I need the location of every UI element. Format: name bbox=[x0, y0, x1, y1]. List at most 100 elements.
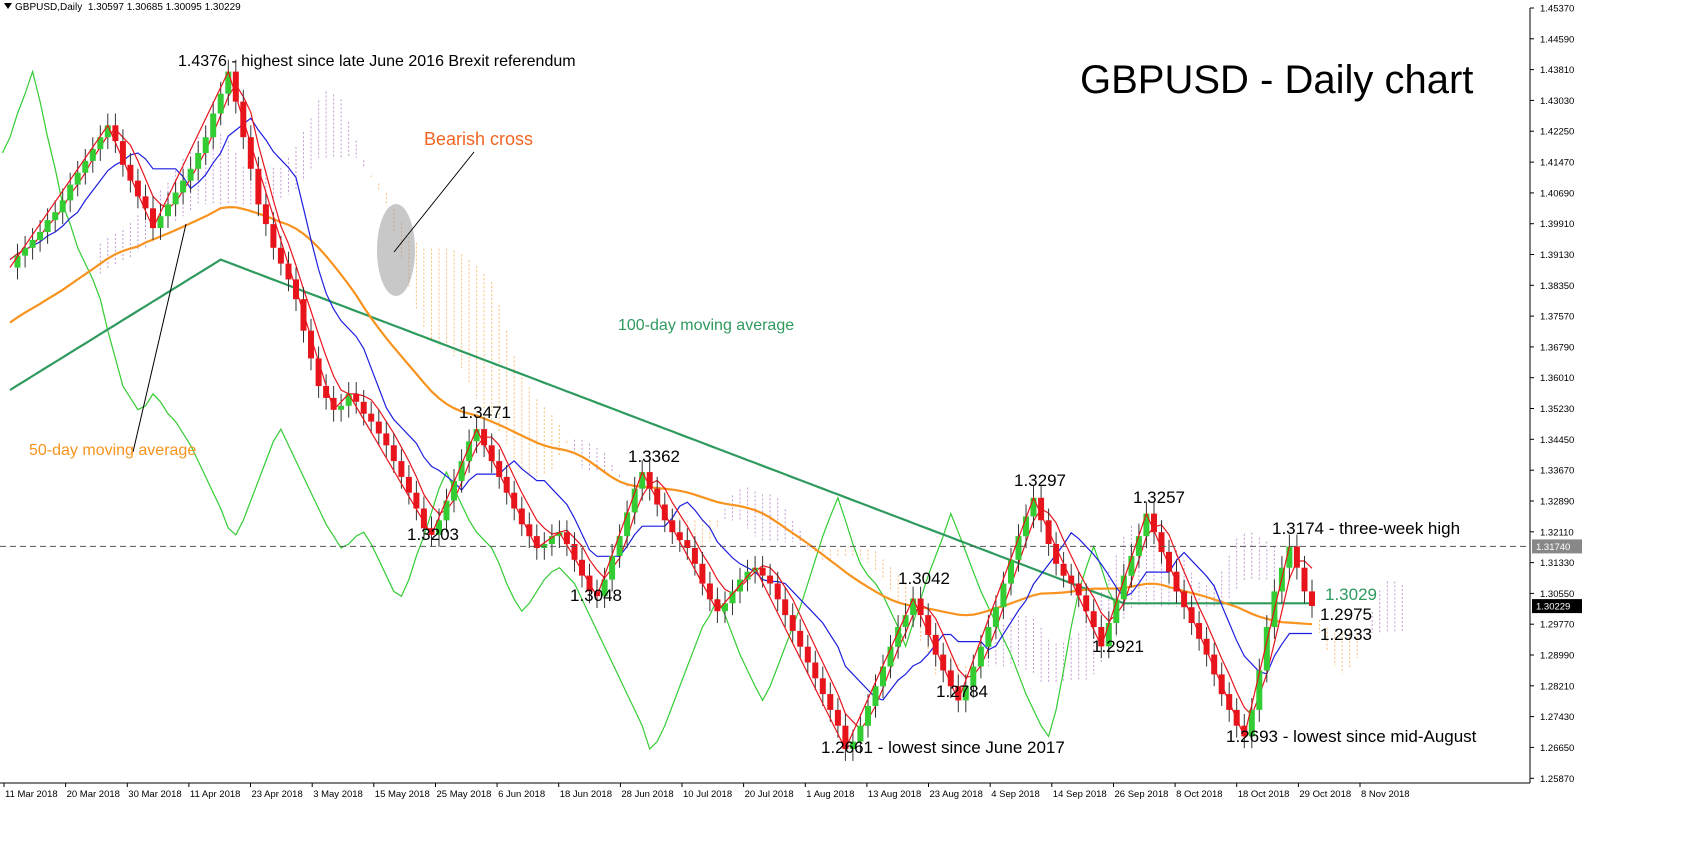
symbol-name: GBPUSD,Daily bbox=[15, 2, 83, 13]
candle-body bbox=[548, 536, 555, 544]
candle-body bbox=[383, 433, 390, 446]
candle-body bbox=[1030, 497, 1037, 517]
annotation-label: 100-day moving average bbox=[618, 317, 794, 334]
candle-body bbox=[82, 160, 89, 173]
candle-body bbox=[917, 598, 924, 616]
x-tick-label: 13 Aug 2018 bbox=[868, 789, 921, 800]
x-tick-label: 8 Oct 2018 bbox=[1176, 789, 1222, 800]
annotation-label: 1.3174 - three-week high bbox=[1272, 519, 1460, 538]
symbol-header: GBPUSD,Daily 1.30597 1.30685 1.30095 1.3… bbox=[4, 2, 241, 13]
candle-body bbox=[1143, 513, 1150, 537]
candle-body bbox=[834, 709, 841, 726]
candle-body bbox=[496, 461, 503, 477]
candle-body bbox=[1098, 627, 1105, 647]
candle-body bbox=[1075, 583, 1082, 596]
candle-body bbox=[1203, 638, 1210, 655]
y-tick-label: 1.28990 bbox=[1540, 651, 1574, 662]
candle-body bbox=[150, 208, 156, 229]
x-tick-label: 14 Sep 2018 bbox=[1053, 789, 1107, 800]
candle-body bbox=[503, 476, 510, 493]
candle-body bbox=[1008, 559, 1014, 584]
candle-body bbox=[119, 141, 126, 165]
candle-body bbox=[571, 544, 578, 560]
candle-body bbox=[932, 634, 939, 655]
candle-body bbox=[1000, 583, 1007, 608]
candle-body bbox=[1151, 513, 1157, 533]
tenkan-sen-line bbox=[9, 83, 1313, 731]
candle-body bbox=[872, 686, 879, 706]
y-tick-label: 1.33670 bbox=[1540, 466, 1574, 477]
y-tick-label: 1.26650 bbox=[1540, 743, 1574, 754]
candle-body bbox=[165, 204, 171, 217]
candle-body bbox=[420, 508, 427, 529]
candle-body bbox=[827, 694, 834, 710]
candle-body bbox=[59, 200, 66, 213]
annotation-label: 1.3203 bbox=[407, 525, 459, 544]
candle-body bbox=[14, 255, 21, 268]
candle-body bbox=[232, 71, 239, 102]
candle-body bbox=[255, 168, 262, 205]
candle-body bbox=[1105, 623, 1112, 647]
candle-body bbox=[857, 725, 864, 742]
y-tick-label: 1.45370 bbox=[1540, 4, 1574, 15]
ma50-line bbox=[9, 205, 1313, 626]
candle-body bbox=[488, 445, 495, 462]
candle-body bbox=[947, 670, 954, 687]
bearish-cross-pointer bbox=[393, 151, 475, 253]
candle-body bbox=[895, 627, 902, 647]
candle-body bbox=[1309, 591, 1315, 606]
candle-body bbox=[616, 536, 623, 556]
ma100-line bbox=[9, 258, 1312, 605]
line-price-tag-box bbox=[1532, 539, 1582, 554]
y-tick-label: 1.29770 bbox=[1540, 620, 1574, 631]
candle-body bbox=[398, 461, 405, 477]
candle-body bbox=[970, 666, 977, 687]
x-tick-label: 18 Jun 2018 bbox=[560, 789, 612, 800]
candle-body bbox=[1293, 546, 1300, 568]
dropdown-triangle-icon bbox=[4, 3, 12, 9]
candle-body bbox=[1090, 611, 1097, 627]
zigzag-line bbox=[9, 69, 1290, 751]
candle-body bbox=[262, 204, 269, 225]
candle-body bbox=[669, 520, 676, 533]
candle-body bbox=[247, 137, 254, 169]
annotation-label: 1.3297 bbox=[1014, 471, 1066, 490]
y-tick-label: 1.35230 bbox=[1540, 404, 1574, 415]
candle-body bbox=[1120, 575, 1127, 600]
candle-body bbox=[940, 654, 947, 671]
candle-body bbox=[172, 192, 179, 205]
candle-body bbox=[44, 220, 51, 232]
candle-body bbox=[195, 153, 202, 169]
candle-body bbox=[451, 480, 457, 501]
candle-body bbox=[323, 386, 330, 398]
candle-body bbox=[985, 627, 992, 647]
annotation-label: 1.2921 bbox=[1092, 637, 1144, 656]
candle-body bbox=[436, 520, 442, 535]
candle-body bbox=[714, 599, 721, 612]
x-tick-label: 18 Oct 2018 bbox=[1238, 789, 1290, 800]
candle-body bbox=[375, 421, 382, 434]
x-tick-label: 15 May 2018 bbox=[375, 789, 430, 800]
annotation-label: 1.3257 bbox=[1133, 488, 1185, 507]
candle-body bbox=[308, 330, 314, 359]
axes: 1.45370 1.44590 1.43810 1.43030 1.42250 1.414… bbox=[0, 4, 1582, 800]
overlay bbox=[0, 69, 1530, 751]
candle-body bbox=[563, 532, 570, 545]
annotation-label: 50-day moving average bbox=[29, 442, 196, 459]
y-tick-label: 1.25870 bbox=[1540, 774, 1574, 785]
x-tick-label: 8 Nov 2018 bbox=[1361, 789, 1410, 800]
candle-body bbox=[797, 630, 804, 647]
chart-title: GBPUSD - Daily chart bbox=[1080, 58, 1474, 102]
candle-body bbox=[97, 137, 104, 150]
candle-body bbox=[684, 540, 691, 548]
candle-body bbox=[518, 508, 525, 525]
candle-body bbox=[865, 706, 871, 726]
y-tick-label: 1.37570 bbox=[1540, 312, 1574, 323]
candle-body bbox=[579, 559, 585, 576]
candle-body bbox=[774, 583, 781, 600]
candle-body bbox=[270, 224, 277, 248]
candle-body bbox=[887, 646, 894, 667]
candle-body bbox=[624, 512, 631, 537]
candle-body bbox=[1023, 516, 1029, 537]
annotation-label: 1.3471 bbox=[459, 403, 511, 422]
